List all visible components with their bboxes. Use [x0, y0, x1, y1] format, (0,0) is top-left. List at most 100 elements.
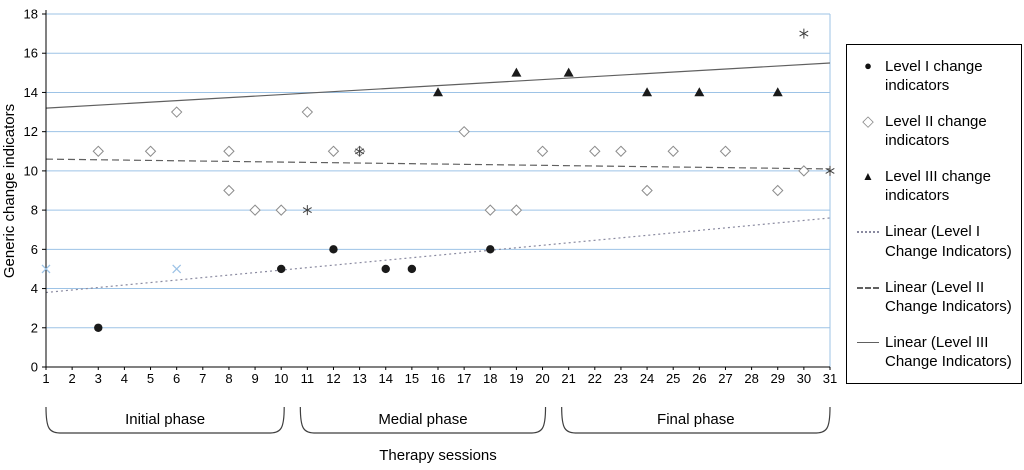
level-i-change-indicators-point [277, 264, 286, 274]
x-tick-label: 23 [614, 371, 628, 386]
x-tick-label: 8 [225, 371, 232, 386]
x-tick-label: 1 [42, 371, 49, 386]
legend-label: Linear (Level I Change Indicators) [885, 223, 1012, 260]
level-ii-change-indicators-point [589, 145, 601, 157]
legend-label: Level II change indicators [885, 113, 987, 150]
dotted-line-sample-icon [857, 231, 879, 234]
level-i-change-indicators-point [381, 264, 390, 274]
x-markers-point [172, 264, 182, 274]
level-i-change-indicators-point [486, 245, 495, 254]
x-tick-label: 14 [378, 371, 392, 386]
asterisk-markers-point [302, 205, 312, 216]
legend-item-level3: ▲ Level III change indicators [857, 167, 1015, 205]
x-tick-label: 2 [69, 371, 76, 386]
y-tick-label: 12 [24, 124, 38, 139]
phase-bracket [299, 406, 547, 434]
x-tick-label: 5 [147, 371, 154, 386]
x-tick-label: 15 [405, 371, 419, 386]
phase-label: Final phase [657, 411, 735, 428]
x-tick-label: 25 [666, 371, 680, 386]
trendline-solid [45, 62, 831, 109]
open-diamond-marker-icon: ◇ [862, 113, 874, 131]
level-i-change-indicators-point [329, 245, 338, 254]
x-tick-label: 22 [588, 371, 602, 386]
level-iii-change-indicators-point [694, 87, 705, 97]
trendline-dotted [45, 217, 831, 294]
x-tick-label: 18 [483, 371, 497, 386]
filled-triangle-marker-icon: ▲ [862, 169, 874, 184]
y-tick-label: 10 [24, 163, 38, 178]
x-axis-title: Therapy sessions [379, 447, 497, 464]
y-tick-label: 4 [31, 281, 38, 296]
level-iii-change-indicators-point [563, 67, 574, 77]
asterisk-markers-point [355, 146, 365, 157]
level-ii-change-indicators-point [275, 204, 287, 216]
level-ii-change-indicators-point [772, 184, 784, 197]
x-tick-label: 29 [770, 371, 784, 386]
x-tick-label: 7 [199, 371, 206, 386]
dashed-line-sample-icon [857, 286, 879, 289]
level-ii-change-indicators-point [170, 106, 183, 118]
legend-item-linear-level3: Linear (Level III Change Indicators) [857, 333, 1015, 371]
x-tick-label: 10 [274, 371, 288, 386]
x-tick-label: 9 [251, 371, 258, 386]
phase-bracket [45, 406, 285, 434]
level-ii-change-indicators-point [484, 204, 496, 216]
level-ii-change-indicators-point [641, 184, 653, 197]
level-ii-change-indicators-point [798, 165, 810, 177]
x-tick-label: 16 [431, 371, 445, 386]
phase-label: Initial phase [125, 411, 205, 428]
level-iii-change-indicators-point [511, 67, 522, 77]
y-tick-label: 2 [31, 320, 38, 335]
x-tick-label: 26 [692, 371, 706, 386]
legend-label: Linear (Level III Change Indicators) [885, 333, 1012, 370]
asterisk-markers-point [825, 165, 835, 176]
asterisk-markers-point [799, 28, 809, 39]
level-ii-change-indicators-point [615, 145, 627, 157]
legend-label: Linear (Level II Change Indicators) [885, 278, 1012, 315]
x-tick-label: 21 [561, 371, 575, 386]
level-ii-change-indicators-point [249, 204, 261, 216]
level-i-change-indicators-point [94, 323, 103, 332]
x-tick-label: 3 [95, 371, 102, 386]
x-tick-label: 28 [744, 371, 758, 386]
legend-item-level2: ◇ Level II change indicators [857, 112, 1015, 150]
legend-label: Level III change indicators [885, 168, 991, 205]
level-ii-change-indicators-point [510, 204, 523, 216]
level-ii-change-indicators-point [144, 145, 157, 157]
legend-box: ● Level I change indicators ◇ Level II c… [846, 44, 1022, 384]
y-axis-title: Generic change indicators [1, 103, 18, 279]
y-tick-label: 14 [24, 85, 38, 100]
level-i-change-indicators-point [407, 264, 417, 274]
x-tick-label: 6 [173, 371, 180, 386]
x-tick-label: 24 [640, 371, 654, 386]
legend-item-level1: ● Level I change indicators [857, 57, 1015, 95]
level-ii-change-indicators-point [536, 145, 549, 157]
level-iii-change-indicators-point [642, 87, 653, 97]
y-tick-label: 8 [31, 203, 38, 218]
filled-circle-marker-icon: ● [864, 58, 872, 73]
trendline-dashed [45, 158, 831, 170]
y-tick-label: 0 [31, 360, 38, 375]
legend-item-linear-level2: Linear (Level II Change Indicators) [857, 278, 1015, 316]
x-tick-label: 17 [457, 371, 471, 386]
x-tick-label: 12 [326, 371, 340, 386]
level-ii-change-indicators-point [223, 184, 235, 197]
level-ii-change-indicators-point [327, 145, 340, 157]
x-tick-label: 31 [823, 371, 837, 386]
level-ii-change-indicators-point [667, 145, 679, 157]
legend-label: Level I change indicators [885, 58, 983, 95]
legend-item-linear-level1: Linear (Level I Change Indicators) [857, 222, 1015, 260]
x-markers-point [41, 264, 51, 274]
level-ii-change-indicators-point [223, 145, 235, 157]
x-tick-label: 4 [121, 371, 128, 386]
solid-line-sample-icon [857, 341, 879, 343]
level-ii-change-indicators-point [92, 145, 104, 157]
level-ii-change-indicators-point [301, 106, 314, 118]
x-tick-label: 20 [535, 371, 549, 386]
y-tick-label: 6 [31, 242, 38, 257]
x-tick-label: 13 [352, 371, 366, 386]
phase-bracket [561, 406, 831, 434]
